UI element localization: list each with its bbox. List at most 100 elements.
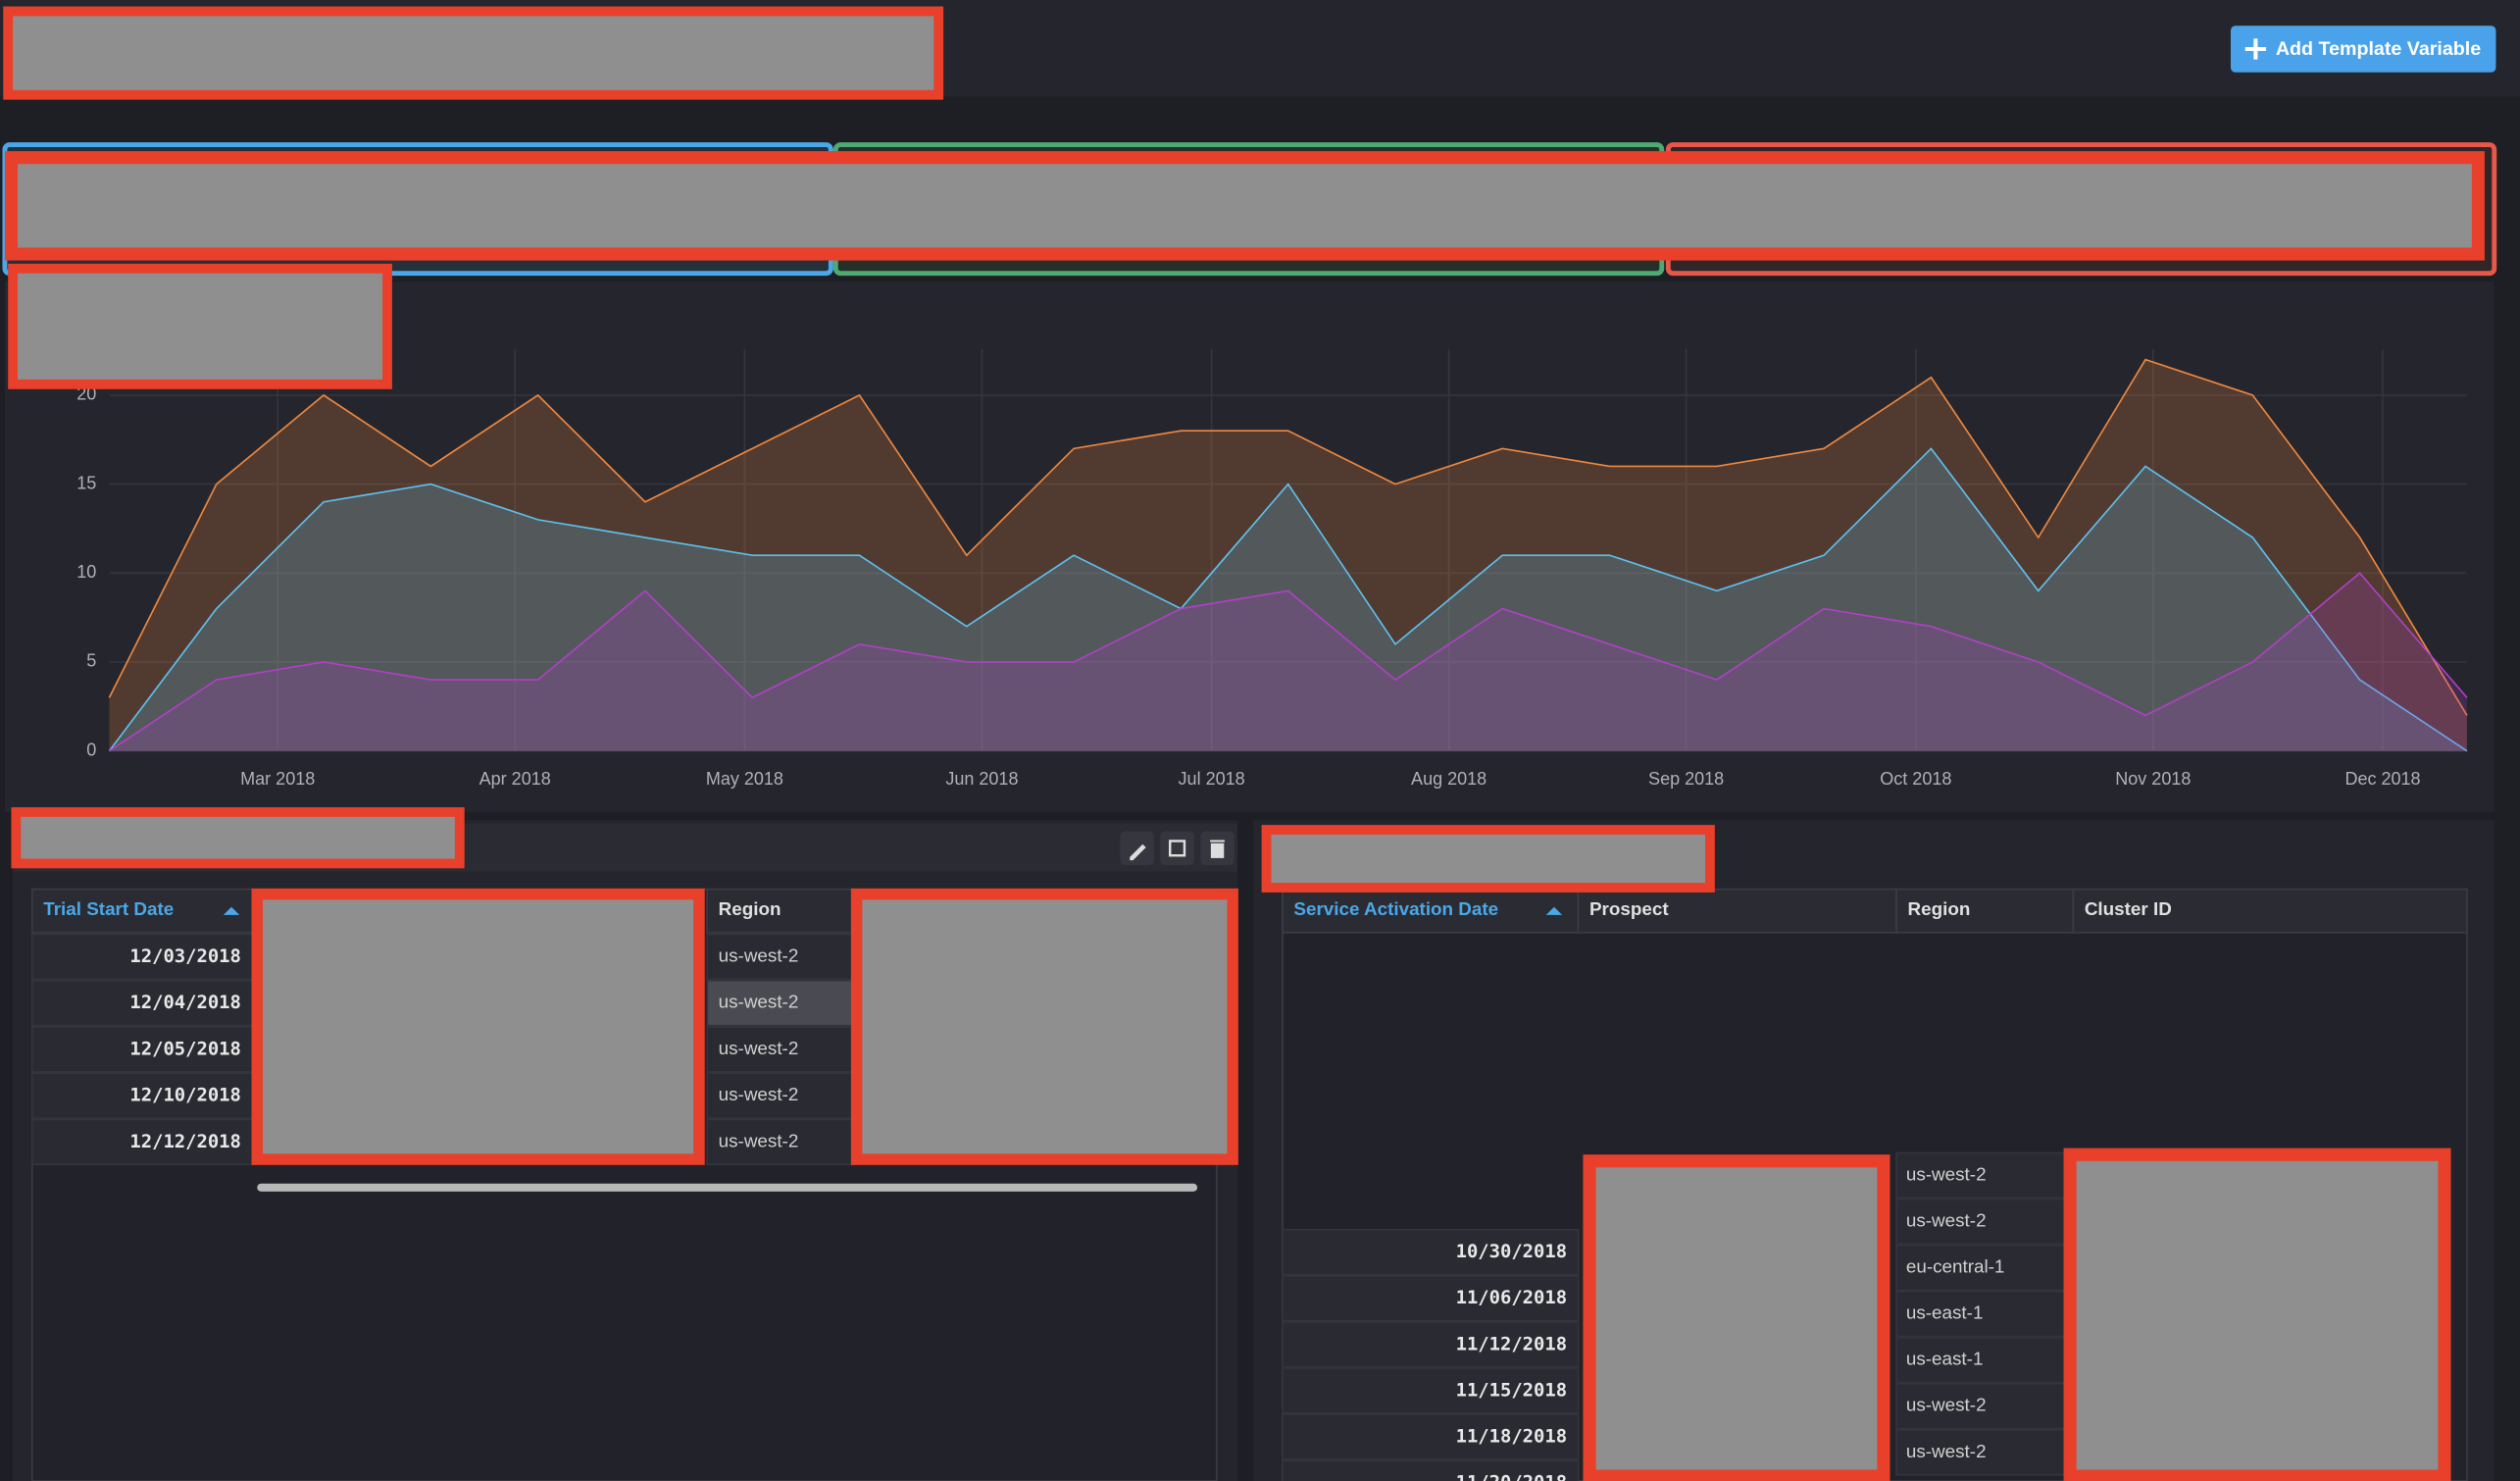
area xyxy=(109,448,2467,751)
region-cell: us-east-1 xyxy=(1906,1349,1984,1369)
edit-icon xyxy=(1130,843,1146,861)
x-tick-label: May 2018 xyxy=(706,769,783,789)
redacted xyxy=(11,807,465,869)
cell xyxy=(1282,1459,1580,1481)
panel-actions xyxy=(1120,831,1235,866)
redacted xyxy=(850,888,1238,1165)
region-cell: us-west-2 xyxy=(1906,1441,1987,1461)
chart-panel xyxy=(4,281,2495,812)
date-cell: 12/12/2018 xyxy=(129,1132,240,1152)
column-header-label: Prospect xyxy=(1589,898,1669,919)
cell xyxy=(1282,1321,1580,1368)
date-cell: 11/15/2018 xyxy=(1456,1380,1567,1401)
region-cell: us-east-1 xyxy=(1906,1302,1984,1323)
line xyxy=(108,447,2468,752)
region-cell: us-west-2 xyxy=(719,945,799,965)
date-cell: 11/06/2018 xyxy=(1456,1288,1567,1308)
cell xyxy=(706,933,853,981)
date-cell: 11/18/2018 xyxy=(1456,1426,1567,1447)
region-cell: us-west-2 xyxy=(1906,1395,1987,1415)
scrollbar[interactable] xyxy=(257,1183,1198,1192)
date-cell: 10/30/2018 xyxy=(1456,1242,1567,1262)
cell xyxy=(1895,1336,2075,1384)
x-tick-label: Jun 2018 xyxy=(945,769,1018,789)
column-header[interactable] xyxy=(706,888,853,934)
button-bg[interactable] xyxy=(2230,26,2496,73)
line xyxy=(108,358,2468,716)
column-header[interactable] xyxy=(1577,888,1897,934)
cell xyxy=(30,1118,254,1166)
x-tick-label: Aug 2018 xyxy=(1411,769,1487,789)
region-cell: us-west-2 xyxy=(1906,1163,1987,1184)
edit-button[interactable] xyxy=(1120,831,1154,866)
add-template-variable-button[interactable]: Add Template Variable xyxy=(2230,26,2496,73)
x-tick-label: Oct 2018 xyxy=(1880,769,1951,789)
date-cell: 12/04/2018 xyxy=(129,993,240,1013)
cell xyxy=(1282,1367,1580,1414)
cell xyxy=(1895,1151,2075,1200)
cell xyxy=(706,1118,853,1166)
column-header-label: Region xyxy=(719,898,781,919)
cell xyxy=(706,979,853,1027)
x-tick-label: Dec 2018 xyxy=(2344,769,2420,789)
cell xyxy=(1282,1413,1580,1460)
cell xyxy=(1282,1274,1580,1322)
redacted xyxy=(1261,825,1715,893)
x-tick-label: Apr 2018 xyxy=(479,769,551,789)
cell xyxy=(1282,1228,1580,1276)
column-header[interactable] xyxy=(2072,888,2468,934)
area xyxy=(109,359,2467,751)
date-cell: 12/03/2018 xyxy=(129,946,240,967)
cell xyxy=(1895,1382,2075,1430)
region-cell: eu-central-1 xyxy=(1906,1256,2005,1277)
cell xyxy=(706,1072,853,1119)
right-table-body: Service Activation Date Prospect Region Clu… xyxy=(1282,888,2468,1481)
cell xyxy=(30,1026,254,1073)
region-cell: us-west-2 xyxy=(719,992,799,1012)
delete-icon xyxy=(1210,840,1225,858)
x-tick-label: Sep 2018 xyxy=(1648,769,1724,789)
y-tick-label: 10 xyxy=(76,562,96,582)
redacted xyxy=(3,6,944,100)
y-tick-label: 5 xyxy=(86,651,96,671)
sort-icon xyxy=(1545,906,1563,915)
region-cell: us-west-2 xyxy=(719,1130,799,1150)
plus-icon xyxy=(2244,38,2267,60)
cell xyxy=(1895,1198,2075,1246)
region-cell: us-west-2 xyxy=(719,1084,799,1104)
x-tick-label: Mar 2018 xyxy=(240,769,315,789)
column-header-label: Service Activation Date xyxy=(1293,898,1498,919)
column-header-label: Region xyxy=(1908,898,1971,919)
y-tick-label: 0 xyxy=(86,740,96,759)
x-tick-label: Nov 2018 xyxy=(2115,769,2191,789)
cell xyxy=(1895,1429,2075,1476)
cell xyxy=(30,933,254,981)
cell xyxy=(1895,1290,2075,1338)
left-table-body: Trial Start Date Region 12/03/2018 us-west-… xyxy=(30,888,853,1166)
redacted xyxy=(4,151,2485,261)
column-header-label: Trial Start Date xyxy=(43,898,174,919)
column-header-label: Cluster ID xyxy=(2085,898,2172,919)
cell xyxy=(1895,1244,2075,1292)
column-header[interactable] xyxy=(1282,888,1580,934)
y-tick-label: 15 xyxy=(76,473,96,492)
date-cell: 12/05/2018 xyxy=(129,1039,240,1059)
redacted xyxy=(1583,1154,1890,1481)
sort-icon xyxy=(223,906,240,915)
date-cell: 11/20/2018 xyxy=(1456,1472,1567,1481)
clone-icon xyxy=(1168,840,1186,857)
region-cell: us-west-2 xyxy=(719,1038,799,1058)
button-label[interactable]: Add Template Variable xyxy=(2276,38,2481,60)
date-cell: 11/12/2018 xyxy=(1456,1334,1567,1354)
date-cell: 12/10/2018 xyxy=(129,1086,240,1106)
redacted xyxy=(2063,1148,2451,1481)
x-tick-label: Jul 2018 xyxy=(1179,769,1245,789)
clone-button[interactable] xyxy=(1160,831,1194,866)
redacted xyxy=(8,263,392,389)
region-cell: us-west-2 xyxy=(1906,1210,1987,1231)
redacted xyxy=(251,888,705,1165)
cell xyxy=(706,1026,853,1073)
